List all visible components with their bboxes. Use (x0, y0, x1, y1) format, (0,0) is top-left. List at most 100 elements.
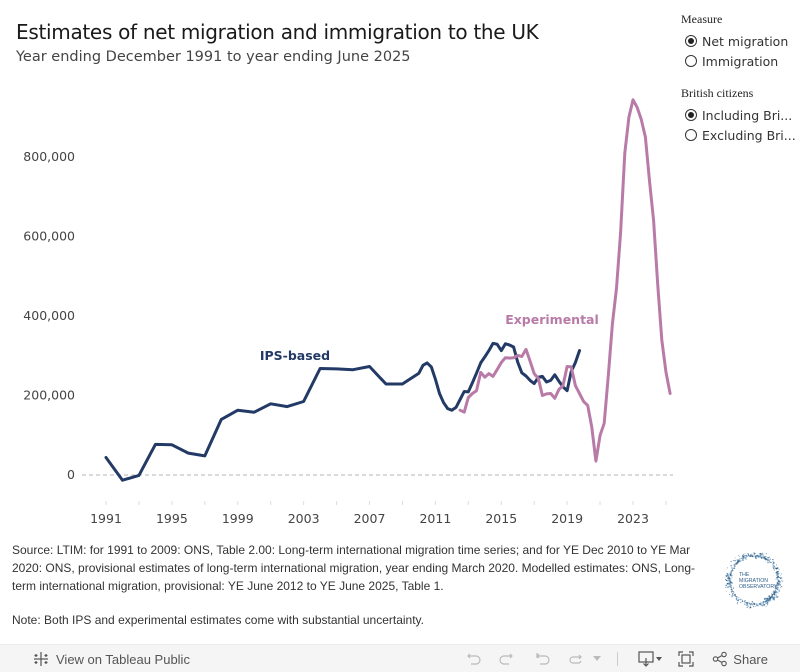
data-point[interactable] (565, 388, 570, 393)
data-point[interactable] (610, 321, 615, 326)
data-point[interactable] (552, 372, 557, 377)
data-point[interactable] (523, 347, 528, 352)
data-point[interactable] (532, 371, 537, 376)
data-point[interactable] (486, 348, 491, 353)
radio-unselected-icon[interactable] (685, 129, 697, 141)
data-point[interactable] (598, 433, 603, 438)
data-point[interactable] (202, 453, 207, 458)
data-point[interactable] (515, 360, 520, 365)
data-point[interactable] (441, 400, 446, 405)
radio-selected-icon[interactable] (685, 35, 697, 47)
radio-immigration[interactable]: Immigration (681, 51, 800, 71)
data-point[interactable] (651, 218, 656, 223)
data-point[interactable] (453, 405, 458, 410)
data-point[interactable] (635, 105, 640, 110)
data-point[interactable] (663, 369, 668, 374)
radio-net-migration[interactable]: Net migration (681, 31, 800, 51)
data-point[interactable] (589, 425, 594, 430)
data-point[interactable] (458, 397, 463, 402)
radio-excluding-british[interactable]: Excluding Bri... (681, 125, 800, 145)
data-point[interactable] (219, 417, 224, 422)
data-point[interactable] (606, 373, 611, 378)
data-point[interactable] (437, 391, 442, 396)
data-point[interactable] (577, 391, 582, 396)
data-point[interactable] (593, 459, 598, 464)
revert-button[interactable] (525, 649, 561, 669)
data-point[interactable] (268, 401, 273, 406)
redo-button[interactable] (487, 649, 525, 669)
data-point[interactable] (285, 404, 290, 409)
data-point[interactable] (169, 442, 174, 447)
data-point[interactable] (449, 408, 454, 413)
data-point[interactable] (486, 371, 491, 376)
data-point[interactable] (235, 408, 240, 413)
data-point[interactable] (318, 366, 323, 371)
data-point[interactable] (519, 370, 524, 375)
data-point[interactable] (478, 370, 483, 375)
data-point[interactable] (602, 421, 607, 426)
data-point[interactable] (466, 395, 471, 400)
data-point[interactable] (523, 374, 528, 379)
data-point[interactable] (499, 348, 504, 353)
data-point[interactable] (495, 367, 500, 372)
data-point[interactable] (556, 387, 561, 392)
data-point[interactable] (511, 345, 516, 350)
data-point[interactable] (474, 388, 479, 393)
data-point[interactable] (668, 391, 673, 396)
refresh-button[interactable] (561, 649, 591, 669)
data-point[interactable] (334, 366, 339, 371)
refresh-dropdown[interactable] (591, 649, 603, 669)
data-point[interactable] (400, 381, 405, 386)
series-line-experimental[interactable] (458, 98, 672, 463)
data-point[interactable] (301, 399, 306, 404)
data-point[interactable] (647, 178, 652, 183)
download-button[interactable] (636, 649, 666, 669)
data-point[interactable] (383, 381, 388, 386)
data-point[interactable] (556, 379, 561, 384)
series-line-ips-based[interactable] (104, 341, 581, 482)
undo-button[interactable] (461, 649, 487, 669)
data-point[interactable] (416, 371, 421, 376)
data-point[interactable] (548, 391, 553, 396)
data-point[interactable] (552, 396, 557, 401)
data-point[interactable] (655, 282, 660, 287)
data-point[interactable] (425, 360, 430, 365)
radio-selected-icon[interactable] (685, 109, 697, 121)
data-point[interactable] (528, 359, 533, 364)
data-point[interactable] (482, 375, 487, 380)
data-point[interactable] (573, 383, 578, 388)
data-point[interactable] (643, 135, 648, 140)
data-point[interactable] (478, 360, 483, 365)
data-point[interactable] (136, 473, 141, 478)
data-point[interactable] (528, 378, 533, 383)
view-on-tableau-button[interactable]: View on Tableau Public (32, 650, 190, 668)
data-point[interactable] (470, 391, 475, 396)
data-point[interactable] (462, 410, 467, 415)
data-point[interactable] (659, 337, 664, 342)
data-point[interactable] (153, 442, 158, 447)
data-point[interactable] (585, 403, 590, 408)
share-button[interactable]: Share (706, 649, 768, 669)
data-point[interactable] (548, 378, 553, 383)
data-point[interactable] (186, 451, 191, 456)
radio-unselected-icon[interactable] (685, 55, 697, 67)
data-point[interactable] (569, 364, 574, 369)
data-point[interactable] (482, 354, 487, 359)
migration-observatory-logo[interactable]: THE MIGRATION OBSERVATORY (722, 548, 786, 612)
data-point[interactable] (495, 342, 500, 347)
data-point[interactable] (626, 115, 631, 120)
data-point[interactable] (470, 380, 475, 385)
data-point[interactable] (499, 360, 504, 365)
data-point[interactable] (622, 151, 627, 156)
radio-including-british[interactable]: Including Bri... (681, 105, 800, 125)
data-point[interactable] (351, 367, 356, 372)
data-point[interactable] (536, 376, 541, 381)
data-point[interactable] (561, 383, 566, 388)
data-point[interactable] (581, 399, 586, 404)
data-point[interactable] (252, 410, 257, 415)
data-point[interactable] (104, 455, 109, 460)
data-point[interactable] (639, 117, 644, 122)
data-point[interactable] (614, 286, 619, 291)
data-point[interactable] (573, 360, 578, 365)
data-point[interactable] (433, 377, 438, 382)
